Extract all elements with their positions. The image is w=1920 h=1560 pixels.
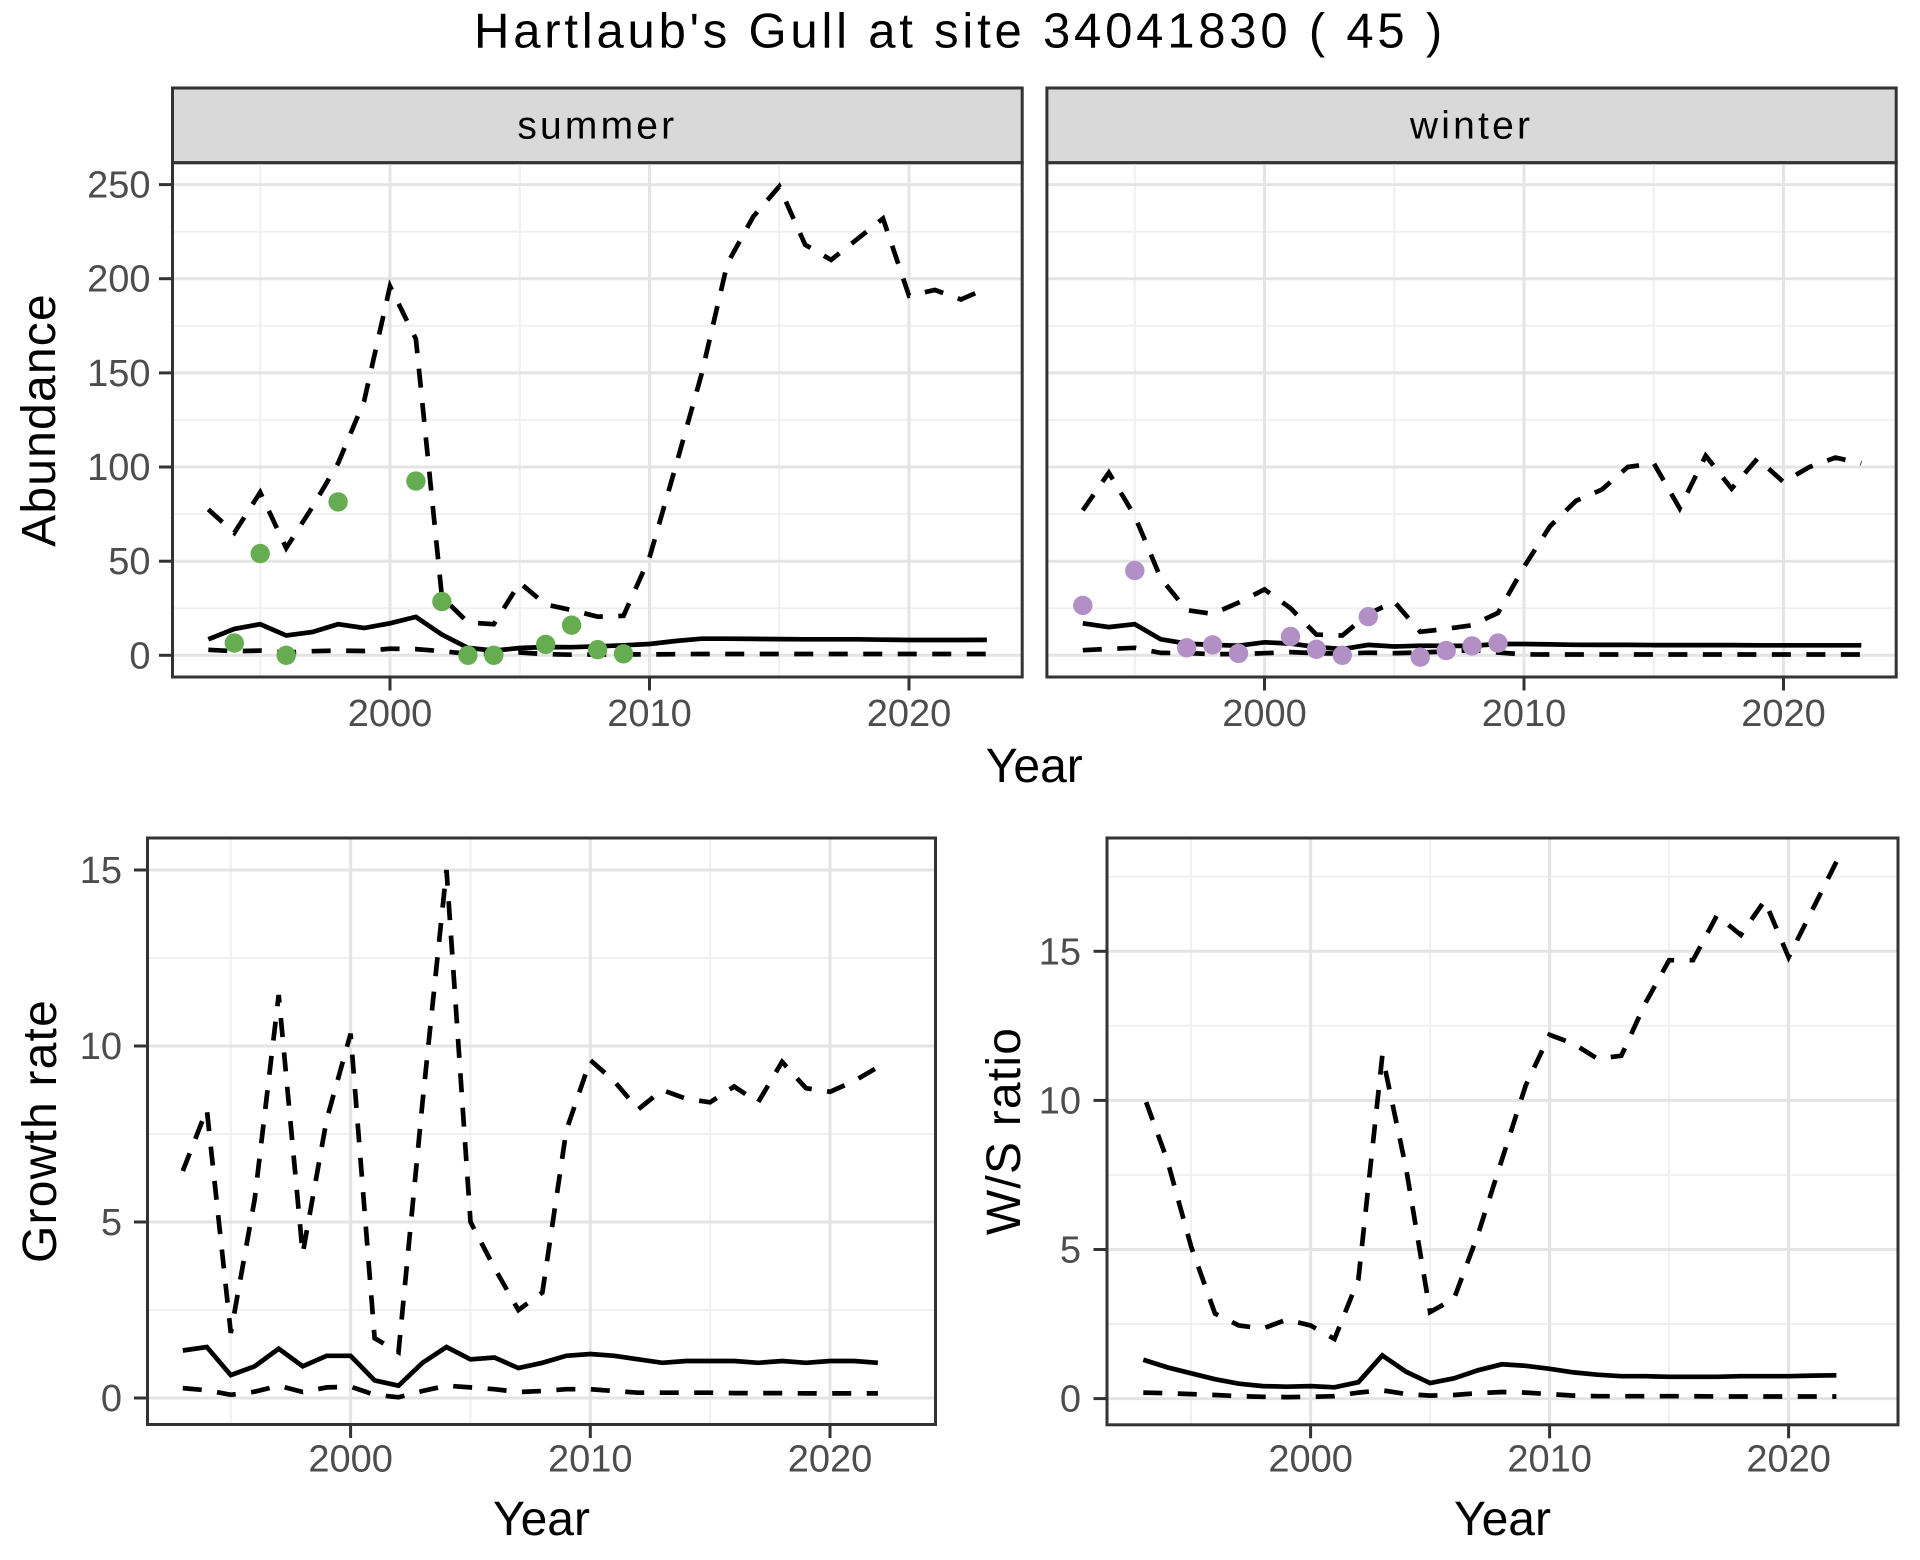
svg-text:5: 5 [1060,1230,1081,1272]
svg-text:Hartlaub's Gull at site 340418: Hartlaub's Gull at site 34041830 ( 45 ) [474,5,1446,59]
svg-text:2020: 2020 [1741,693,1826,735]
svg-text:2000: 2000 [348,693,433,735]
svg-text:Year: Year [986,740,1083,793]
svg-text:2020: 2020 [788,1439,873,1481]
svg-text:0: 0 [129,635,150,677]
svg-text:10: 10 [1039,1080,1081,1122]
svg-text:Abundance: Abundance [13,293,66,547]
svg-text:10: 10 [80,1026,122,1068]
svg-text:2010: 2010 [607,693,692,735]
svg-text:winter: winter [1409,105,1533,148]
svg-text:250: 250 [87,165,150,207]
svg-text:50: 50 [108,541,150,583]
svg-text:W/S ratio: W/S ratio [978,1027,1031,1235]
svg-text:2010: 2010 [1482,693,1567,735]
svg-text:2010: 2010 [548,1439,633,1481]
svg-text:100: 100 [87,447,150,489]
svg-text:2000: 2000 [1222,693,1307,735]
svg-text:2000: 2000 [308,1439,393,1481]
svg-text:summer: summer [517,105,677,148]
svg-text:2020: 2020 [867,693,952,735]
svg-text:15: 15 [1039,931,1081,973]
svg-text:150: 150 [87,353,150,395]
svg-text:Year: Year [493,1493,590,1546]
svg-text:Growth rate: Growth rate [14,999,67,1263]
svg-text:200: 200 [87,259,150,301]
svg-text:2000: 2000 [1268,1439,1353,1481]
svg-text:2020: 2020 [1746,1439,1831,1481]
svg-text:Year: Year [1454,1493,1551,1546]
svg-text:0: 0 [1060,1379,1081,1421]
svg-text:5: 5 [101,1202,122,1244]
svg-text:0: 0 [101,1378,122,1420]
svg-text:15: 15 [80,850,122,892]
svg-text:2010: 2010 [1507,1439,1592,1481]
